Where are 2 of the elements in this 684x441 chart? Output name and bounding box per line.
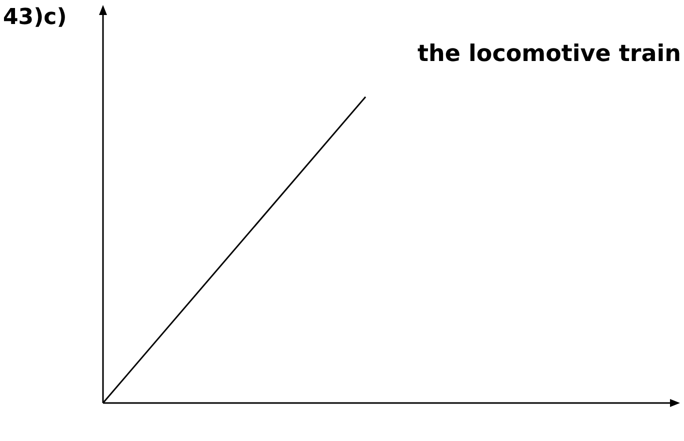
text: the locomotive train [418, 40, 681, 67]
chart-title: 43)c) [3, 5, 67, 30]
